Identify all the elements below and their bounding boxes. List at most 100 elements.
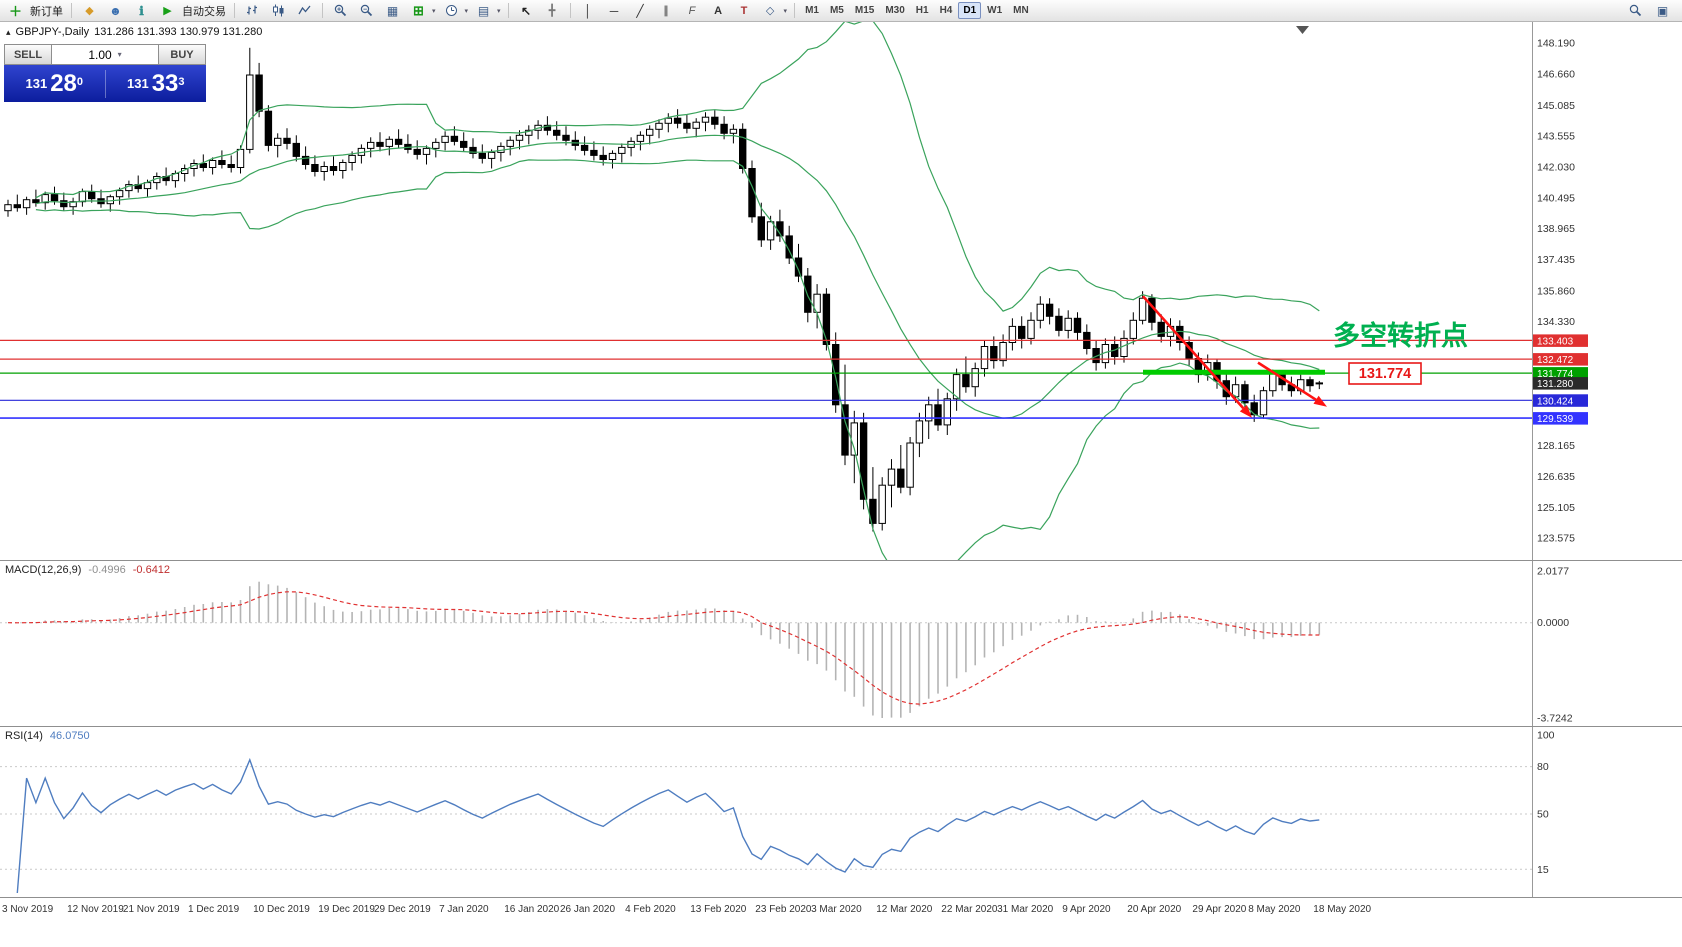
- time-axis[interactable]: 3 Nov 2019 12 Nov 2019 21 Nov 2019 1 Dec 20…: [0, 897, 1682, 924]
- toolbar-separator: [507, 3, 509, 18]
- price-tick-label: 140.495: [1537, 192, 1575, 204]
- sell-price-base: 131: [25, 76, 48, 91]
- timeframe-h1[interactable]: H1: [915, 5, 929, 16]
- new-order-icon[interactable]: ＋: [8, 4, 22, 19]
- toolbar-separator: [71, 3, 72, 18]
- svg-text:+: +: [337, 6, 341, 13]
- cursor-icon[interactable]: ↖: [521, 3, 532, 18]
- shapes-caret-icon[interactable]: ▾: [783, 7, 788, 15]
- time-axis-label: 21 Nov 2019: [122, 904, 180, 915]
- text-icon[interactable]: A: [714, 4, 723, 17]
- time-axis-label: 23 Feb 2020: [755, 904, 812, 915]
- timeframe-m1[interactable]: M1: [805, 5, 819, 16]
- macd-name: MACD(12,26,9): [5, 564, 82, 576]
- periods-icon[interactable]: [439, 1, 464, 21]
- svg-text:131.774: 131.774: [1537, 369, 1574, 380]
- timeframe-m30[interactable]: M30: [885, 5, 905, 16]
- navigator-icon[interactable]: ℹ: [139, 3, 144, 18]
- zoom-out-icon[interactable]: −: [354, 1, 379, 21]
- vline-icon[interactable]: │: [584, 3, 592, 18]
- buy-price-display[interactable]: 131 33 3: [106, 69, 207, 97]
- svg-text:131.774: 131.774: [1359, 366, 1411, 382]
- rsi-label-row: RSI(14) 46.0750: [5, 730, 90, 742]
- templates-caret-icon[interactable]: ▾: [497, 7, 501, 15]
- templates-icon[interactable]: ▤: [477, 3, 490, 18]
- toolbar-right-group: ▣: [1623, 1, 1679, 21]
- hline-icon[interactable]: ─: [609, 3, 619, 18]
- buy-button[interactable]: BUY: [158, 44, 206, 65]
- sell-price-pips: 28: [50, 69, 77, 97]
- line-chart-icon[interactable]: [292, 1, 317, 21]
- line-price-label: 130.424: [1533, 394, 1588, 407]
- timeframe-m5[interactable]: M5: [829, 5, 844, 16]
- time-axis-label: 3 Mar 2020: [811, 904, 862, 915]
- bollinger-lower-band: [35, 159, 1320, 560]
- fibonacci-icon[interactable]: F: [688, 4, 696, 17]
- price-tick-label: 148.190: [1537, 38, 1575, 50]
- rsi-tick-label: 50: [1537, 809, 1549, 821]
- time-axis-label: 10 Dec 2019: [253, 904, 310, 915]
- annotation-text[interactable]: 多空转折点: [1333, 320, 1468, 351]
- rsi-tick-label: 100: [1537, 730, 1555, 742]
- data-window-icon[interactable]: ☻: [109, 3, 122, 18]
- price-tick-label: 134.330: [1537, 316, 1575, 328]
- volume-caret-icon[interactable]: ▾: [117, 50, 122, 59]
- price-tick-label: 138.965: [1537, 223, 1575, 235]
- trend-arrow-1[interactable]: [1142, 295, 1252, 418]
- buy-price-pips: 33: [151, 69, 179, 97]
- one-click-collapse-icon[interactable]: ▴: [6, 26, 11, 37]
- price-tick-label: 145.085: [1537, 100, 1575, 112]
- timeframe-w1[interactable]: W1: [987, 5, 1003, 16]
- time-axis-label: 4 Feb 2020: [625, 904, 676, 915]
- bar-chart-icon[interactable]: [240, 1, 265, 21]
- sell-button[interactable]: SELL: [4, 44, 52, 65]
- label-icon[interactable]: T: [740, 4, 748, 17]
- sell-price-display[interactable]: 131 28 0: [4, 69, 105, 97]
- shapes-icon[interactable]: ◇: [765, 5, 775, 17]
- macd-tick-label: -3.7242: [1537, 713, 1573, 725]
- svg-text:−: −: [363, 6, 367, 13]
- chart-shift-marker[interactable]: [1296, 26, 1309, 34]
- zoom-in-icon[interactable]: +: [328, 1, 353, 21]
- price-divider: [104, 69, 106, 98]
- turning-point-price-tag[interactable]: 131.774: [1348, 362, 1422, 385]
- one-click-trading-panel: SELL 1.00 ▾ BUY 131 28 0 131 33 3: [4, 44, 206, 102]
- crosshair-icon[interactable]: ╋: [548, 5, 556, 17]
- time-axis-label: 13 Feb 2020: [690, 904, 747, 915]
- indicators-caret-icon[interactable]: ▾: [432, 7, 436, 15]
- search-icon[interactable]: [1623, 1, 1648, 21]
- timeframe-m15[interactable]: M15: [854, 5, 875, 16]
- autotrading-icon[interactable]: ▶: [163, 5, 172, 17]
- volume-field[interactable]: 1.00 ▾: [52, 44, 158, 65]
- chart-title: ▴ GBPJPY-,Daily 131.286 131.393 130.979 …: [6, 26, 262, 38]
- price-tick-label: 126.635: [1537, 471, 1575, 483]
- trendline-icon[interactable]: ╱: [636, 3, 644, 18]
- tile-windows-icon[interactable]: ▦: [386, 3, 399, 18]
- indicators-icon[interactable]: ⊞: [413, 2, 424, 18]
- timeframe-h4[interactable]: H4: [939, 5, 953, 16]
- price-tick-label: 125.105: [1537, 502, 1575, 514]
- symbol-period-label: GBPJPY-,Daily: [15, 26, 90, 38]
- channel-icon[interactable]: ∥: [663, 5, 669, 17]
- time-axis-label: 12 Mar 2020: [876, 904, 933, 915]
- volume-value: 1.00: [88, 47, 112, 62]
- timeframe-mn[interactable]: MN: [1013, 5, 1029, 16]
- buy-price-base: 131: [126, 76, 149, 91]
- time-axis-label: 29 Dec 2019: [374, 904, 431, 915]
- market-watch-icon[interactable]: ◆: [85, 5, 94, 17]
- time-axis-label: 3 Nov 2019: [2, 904, 54, 915]
- price-chart[interactable]: 131.774 多空转折点 148.190 146.660 145.085 143.555…: [0, 22, 1682, 560]
- timeframe-d1[interactable]: D1: [958, 2, 982, 19]
- macd-value-main: -0.4996: [88, 564, 126, 576]
- rsi-value: 46.0750: [49, 730, 90, 742]
- line-price-label: 129.539: [1533, 412, 1588, 425]
- rsi-name: RSI(14): [5, 730, 43, 742]
- candle-chart-icon[interactable]: [266, 1, 291, 21]
- new-order-label: 新订单: [30, 5, 63, 18]
- trend-arrow-2[interactable]: [1257, 361, 1327, 407]
- time-axis-label: 19 Dec 2019: [318, 904, 375, 915]
- periods-caret-icon[interactable]: ▾: [464, 7, 469, 15]
- new-window-icon[interactable]: ▣: [1656, 3, 1669, 18]
- macd-tick-label: 0.0000: [1537, 617, 1569, 629]
- svg-text:131.280: 131.280: [1537, 379, 1574, 390]
